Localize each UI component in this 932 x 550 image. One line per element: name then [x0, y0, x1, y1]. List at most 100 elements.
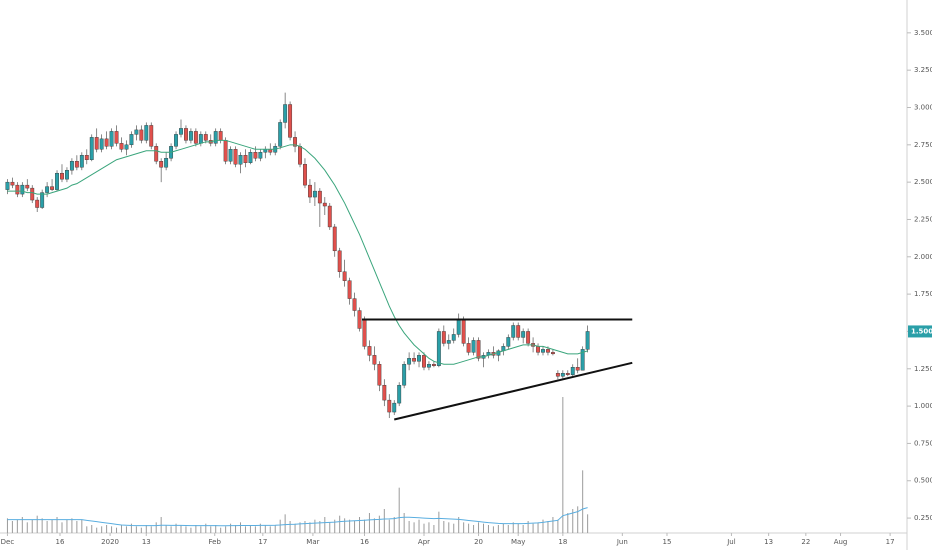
x-tick-label: 13: [764, 538, 773, 546]
candle-body: [431, 364, 436, 366]
candle-body: [30, 187, 35, 201]
y-tick-label: 3.250: [914, 66, 932, 74]
x-tick-label: 13: [142, 538, 151, 546]
candle-body: [541, 349, 545, 353]
candle-body: [407, 358, 412, 365]
candle-body: [188, 131, 193, 141]
candle-body: [159, 161, 164, 168]
candle-body: [164, 158, 169, 168]
candle-body: [288, 104, 293, 138]
candle-body: [25, 184, 30, 189]
y-tick-label: 0.750: [914, 439, 932, 447]
candle-body: [342, 271, 347, 281]
candle-body: [546, 349, 550, 353]
candle-body: [253, 152, 258, 159]
candle-body: [283, 104, 288, 123]
candle-body: [50, 186, 55, 190]
candle-body: [238, 155, 243, 165]
y-tick-label: 1.000: [914, 402, 932, 410]
x-tick-label: Jul: [726, 538, 736, 546]
x-tick-label: 22: [801, 538, 810, 546]
candle-body: [511, 325, 516, 338]
candle-body: [303, 164, 307, 186]
candle-body: [223, 140, 228, 162]
candle-body: [332, 226, 337, 252]
candle-body: [446, 340, 451, 344]
candle-body: [427, 364, 431, 368]
x-tick-label: 17: [258, 538, 267, 546]
candle-body: [347, 280, 352, 299]
x-tick-label: 17: [886, 538, 895, 546]
candle-body: [317, 190, 322, 204]
candle-body: [129, 134, 134, 146]
x-tick-label: 16: [360, 538, 369, 546]
candle-body: [174, 134, 178, 147]
candle-body: [5, 181, 10, 190]
candle-body: [322, 202, 327, 207]
candle-body: [149, 125, 154, 147]
candle-body: [99, 138, 104, 150]
candle-body: [109, 131, 114, 147]
candle-body: [79, 155, 84, 168]
x-tick-label: Feb: [209, 538, 222, 546]
candle-body: [536, 346, 540, 353]
candle-body: [382, 384, 387, 401]
candle-body: [139, 129, 144, 141]
candle-body: [506, 337, 511, 347]
candle-body: [367, 346, 372, 356]
candle-body: [134, 129, 139, 135]
candle-body: [228, 149, 233, 162]
candle-body: [60, 172, 64, 180]
candle-body: [402, 364, 407, 386]
volume-ma-line: [7, 507, 588, 527]
candle-body: [69, 161, 74, 171]
candle-body: [397, 384, 402, 404]
candle-body: [203, 134, 208, 141]
candle-body: [372, 355, 377, 365]
y-tick-label: 1.250: [914, 365, 932, 373]
candle-body: [124, 144, 129, 150]
y-tick-label: 1.750: [914, 290, 932, 298]
candle-body: [461, 319, 466, 344]
candle-body: [298, 146, 302, 165]
candle-body: [476, 340, 481, 359]
y-tick-label: 3.500: [914, 29, 932, 37]
candle-body: [521, 331, 526, 338]
moving-average-line: [7, 139, 588, 365]
candle-body: [114, 131, 119, 144]
x-tick-label: 18: [558, 538, 567, 546]
candle-body: [65, 170, 69, 180]
candle-body: [10, 181, 15, 186]
x-tick-label: May: [511, 538, 525, 546]
x-tick-label: 16: [56, 538, 65, 546]
y-tick-label: 0.500: [914, 477, 932, 485]
candle-body: [45, 186, 50, 193]
last-price-tag: [908, 325, 932, 338]
candle-body: [74, 161, 79, 168]
candle-body: [456, 319, 461, 335]
y-tick-label: 2.750: [914, 141, 932, 149]
candle-body: [20, 184, 25, 195]
candle-body: [243, 155, 248, 163]
candle-body: [550, 352, 555, 355]
candle-body: [218, 131, 223, 141]
candle-body: [312, 190, 317, 198]
y-tick-label: 2.250: [914, 215, 932, 223]
x-tick-label: Jun: [616, 538, 628, 546]
y-tick-label: 0.250: [914, 514, 932, 522]
candle-body: [327, 205, 332, 228]
candle-body: [184, 128, 188, 141]
candle-body: [154, 146, 159, 162]
x-tick-label: 15: [663, 538, 672, 546]
candle-body: [422, 355, 426, 368]
candle-body: [179, 128, 183, 135]
candle-body: [307, 184, 312, 198]
candle-body: [89, 137, 94, 160]
candle-body: [585, 331, 590, 350]
candle-body: [104, 138, 109, 147]
candle-body: [570, 367, 575, 375]
x-tick-label: 20: [474, 538, 483, 546]
candle-body: [55, 172, 59, 190]
